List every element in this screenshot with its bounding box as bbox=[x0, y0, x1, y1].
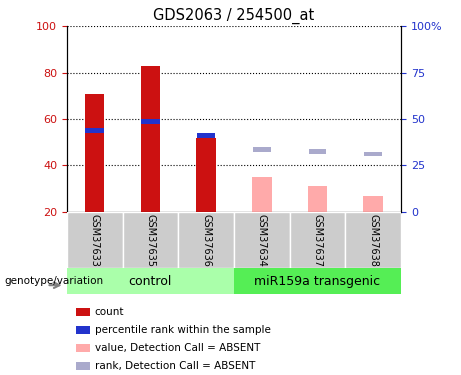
Bar bbox=[253, 147, 271, 152]
Text: percentile rank within the sample: percentile rank within the sample bbox=[95, 325, 271, 335]
Bar bbox=[365, 152, 382, 156]
Bar bbox=[345, 212, 401, 268]
Bar bbox=[141, 66, 160, 212]
Bar bbox=[141, 119, 160, 124]
Bar bbox=[234, 212, 290, 268]
Bar bbox=[67, 212, 123, 268]
Text: GSM37636: GSM37636 bbox=[201, 214, 211, 267]
Text: GSM37634: GSM37634 bbox=[257, 214, 267, 267]
Bar bbox=[308, 186, 327, 212]
Text: genotype/variation: genotype/variation bbox=[5, 276, 104, 286]
Text: GSM37633: GSM37633 bbox=[90, 214, 100, 267]
Bar bbox=[196, 138, 216, 212]
Bar bbox=[290, 212, 345, 268]
Text: rank, Detection Call = ABSENT: rank, Detection Call = ABSENT bbox=[95, 361, 255, 371]
Bar bbox=[123, 212, 178, 268]
Text: GSM37635: GSM37635 bbox=[145, 213, 155, 267]
Text: count: count bbox=[95, 307, 124, 317]
Bar bbox=[178, 212, 234, 268]
Text: value, Detection Call = ABSENT: value, Detection Call = ABSENT bbox=[95, 343, 260, 353]
Bar bbox=[67, 268, 234, 294]
Bar bbox=[85, 128, 104, 133]
Bar bbox=[197, 133, 215, 138]
Bar bbox=[234, 268, 401, 294]
Bar bbox=[85, 93, 105, 212]
Title: GDS2063 / 254500_at: GDS2063 / 254500_at bbox=[154, 7, 314, 24]
Text: GSM37637: GSM37637 bbox=[313, 213, 323, 267]
Text: GSM37638: GSM37638 bbox=[368, 214, 378, 267]
Bar bbox=[252, 177, 272, 212]
Text: miR159a transgenic: miR159a transgenic bbox=[254, 275, 381, 288]
Text: control: control bbox=[129, 275, 172, 288]
Bar bbox=[363, 196, 383, 212]
Bar bbox=[309, 149, 326, 154]
